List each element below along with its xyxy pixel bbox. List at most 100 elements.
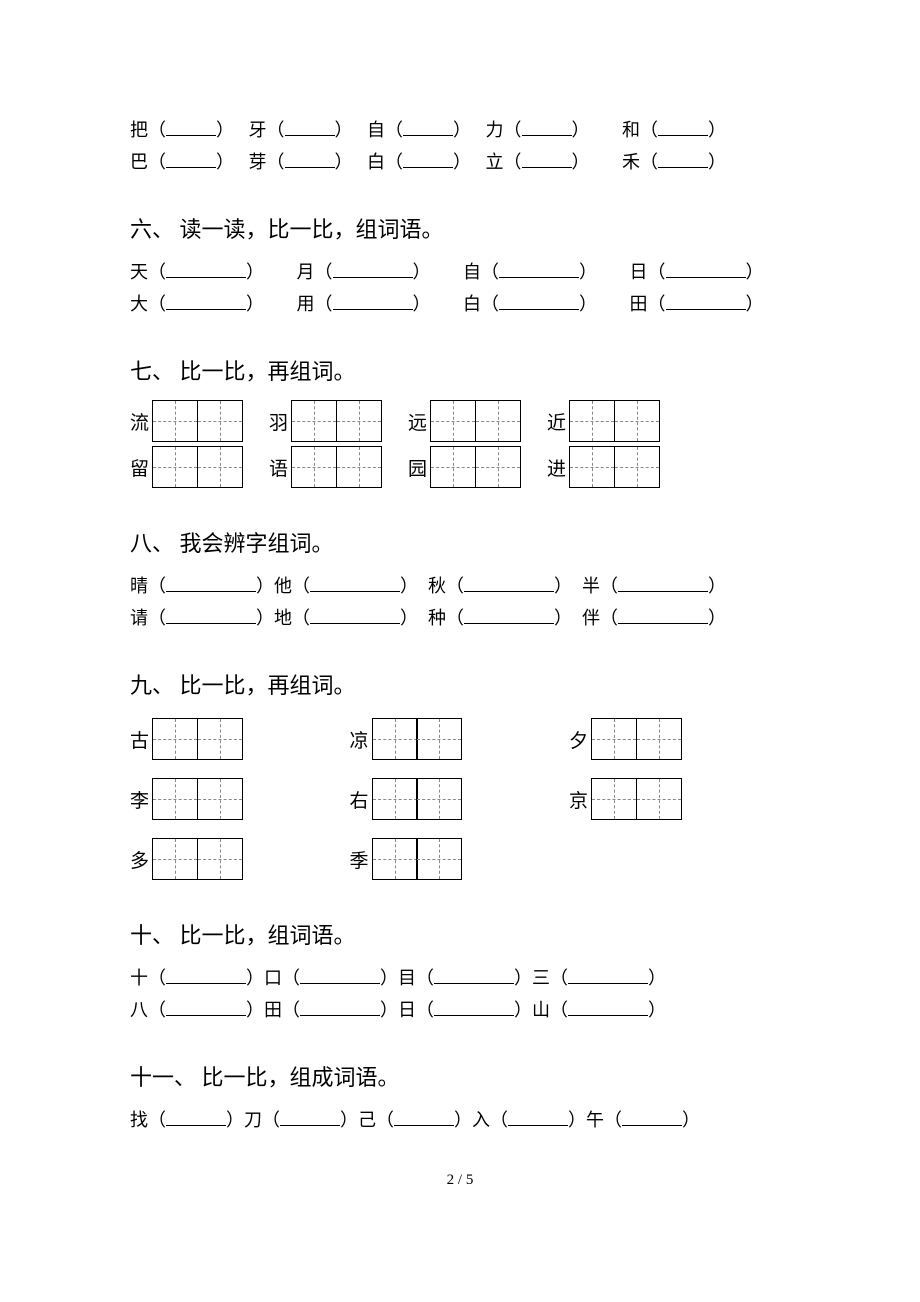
tianzi-box [416,838,462,880]
section6-row1: 天（） 月（） 自（） 日（） [130,258,790,284]
blank [403,121,453,136]
char: 日 [630,262,648,282]
char: 入 [472,1110,490,1130]
char: 多 [130,846,152,873]
char: 流 [130,408,152,435]
tianzi-box [591,718,637,760]
blank [166,263,246,278]
char: 天 [130,262,148,282]
char: 大 [130,294,148,314]
char: 找 [130,1110,148,1130]
char: 田 [630,294,648,314]
section8-title: 八、 我会辨字组词。 [130,526,790,558]
tianzi-box [197,778,243,820]
char: 羽 [269,408,291,435]
blank [403,153,453,168]
section7-title: 七、 比一比，再组词。 [130,354,790,386]
blank [522,153,572,168]
blank [280,1111,340,1126]
tianzi-box [430,400,476,442]
section8-row2: 请（）地（）种（）伴（） [130,604,790,630]
char: 地 [274,608,292,628]
char: 进 [547,454,569,481]
blank [618,577,708,592]
char: 伴 [582,608,600,628]
tianzi-box [416,778,462,820]
section11-row: 找（）刀（）己（）入（）午（） [130,1106,790,1132]
section9-title: 九、 比一比，再组词。 [130,668,790,700]
blank [522,121,572,136]
blank [310,609,400,624]
char: 刀 [244,1110,262,1130]
char: 自 [367,120,385,140]
char: 季 [350,846,372,873]
char: 语 [269,454,291,481]
blank [166,1111,226,1126]
char: 十 [130,968,148,988]
tianzi-box [569,400,615,442]
blank [166,577,256,592]
blank [499,263,579,278]
tianzi-box [152,778,198,820]
blank [666,263,746,278]
blank [622,1111,682,1126]
tianzi-box [372,778,418,820]
char: 午 [586,1110,604,1130]
tianzi-box [569,446,615,488]
char: 芽 [249,152,267,172]
tianzi-box [430,446,476,488]
char: 他 [274,576,292,596]
blank [499,295,579,310]
section10-title: 十、 比一比，组词语。 [130,918,790,950]
blank [300,969,380,984]
tianzi-box [636,778,682,820]
blank [394,1111,454,1126]
char: 自 [463,262,481,282]
tianzi-box [372,838,418,880]
tianzi-box [152,718,198,760]
tianzi-box [291,400,337,442]
char: 京 [569,786,591,813]
blank [568,1001,648,1016]
char: 山 [532,1000,550,1020]
char: 近 [547,408,569,435]
blank [300,1001,380,1016]
char: 己 [358,1110,376,1130]
blank [434,969,514,984]
char: 口 [264,968,282,988]
char: 巴 [130,152,148,172]
blank [166,153,216,168]
char: 远 [408,408,430,435]
char: 白 [367,152,385,172]
char: 晴 [130,576,148,596]
ex5-row2: 巴（） 芽（） 白（） 立（） 禾（） [130,148,790,174]
tianzi-box [152,400,198,442]
blank [285,121,335,136]
blank [166,121,216,136]
char: 八 [130,1000,148,1020]
tianzi-box [197,718,243,760]
blank [618,609,708,624]
char: 月 [297,262,315,282]
blank [508,1111,568,1126]
section6-row2: 大（） 用（） 白（） 田（） [130,290,790,316]
blank [166,1001,246,1016]
char: 半 [582,576,600,596]
tianzi-box [372,718,418,760]
blank [166,295,246,310]
blank [166,969,246,984]
char: 禾 [622,152,640,172]
blank [166,609,256,624]
char: 李 [130,786,152,813]
section9-row1: 古 凉 夕 [130,718,790,760]
blank [285,153,335,168]
ex5-row1: 把（） 牙（） 自（） 力（） 和（） [130,116,790,142]
tianzi-box [197,838,243,880]
section7-row2: 留 语 园 进 [130,446,790,488]
char: 牙 [249,120,267,140]
section11-title: 十一、 比一比，组成词语。 [130,1060,790,1092]
char: 把 [130,120,148,140]
section10-row2: 八（）田（）日（）山（） [130,996,790,1022]
char: 三 [532,968,550,988]
section6-title: 六、 读一读，比一比，组词语。 [130,212,790,244]
